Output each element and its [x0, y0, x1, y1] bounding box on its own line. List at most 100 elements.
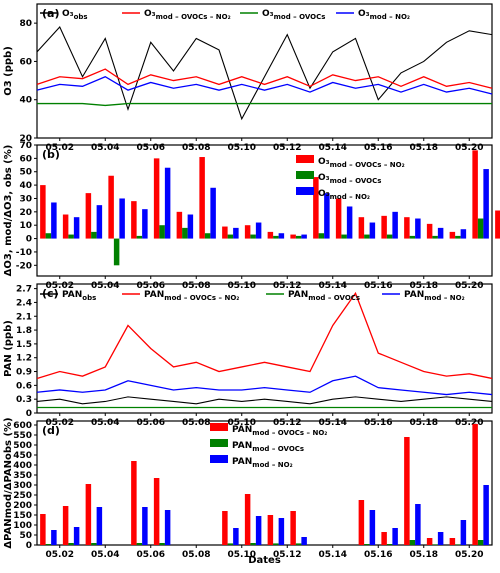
y-tick-label: 200: [13, 501, 32, 511]
x-tick-label: 05.10: [228, 550, 256, 560]
y-tick-label: 600: [13, 421, 32, 431]
x-tick-label: 05.12: [273, 418, 301, 428]
bar-mod_no2: [415, 504, 421, 545]
legend-swatch: [296, 171, 314, 179]
y-tick-label: 500: [13, 441, 32, 451]
panel-label: (d): [42, 424, 60, 437]
bar-mod_ovocs: [45, 233, 52, 239]
bar-mod_ovocs: [318, 233, 325, 239]
y-tick-label: 40: [19, 181, 32, 191]
x-tick-label: 05.18: [410, 143, 438, 153]
legend-label: O₃mod – OVOCs: [318, 173, 381, 185]
x-tick-label: 05.18: [410, 550, 438, 560]
y-tick-label: 0: [26, 541, 32, 551]
bar-mod_no2: [119, 198, 125, 239]
bar-mod_no2: [187, 214, 194, 239]
bar-mod_ovocs: [159, 543, 165, 545]
x-tick-label: 05.02: [46, 418, 74, 428]
bar-mod_ovocs_no2: [335, 198, 342, 239]
y-tick-label: 450: [13, 451, 32, 461]
legend-swatch: [210, 423, 228, 431]
y-tick-label: 2.1: [16, 312, 32, 322]
y-tick-label: 0.6: [16, 381, 32, 391]
y-tick-label: 10: [19, 221, 32, 231]
legend-label: O₃obs: [62, 9, 88, 21]
bar-mod_no2: [278, 233, 285, 239]
bar-mod_no2: [483, 169, 489, 239]
bar-mod_ovocs_no2: [85, 484, 92, 545]
y-tick-label: 0.9: [16, 368, 32, 378]
bar-mod_no2: [142, 209, 148, 239]
series-line-obs: [36, 396, 493, 405]
bar-mod_ovocs: [182, 227, 188, 239]
legend-swatch: [210, 439, 228, 447]
bar-mod_no2: [142, 507, 148, 545]
x-tick-label: 05.02: [46, 550, 74, 560]
bar-mod_no2: [73, 217, 80, 239]
x-axis-label: Dates: [248, 555, 281, 566]
bar-mod_ovocs_no2: [131, 461, 137, 545]
y-tick-label: 20: [19, 134, 32, 144]
bar-mod_ovocs: [273, 543, 279, 545]
bar-mod_ovocs_no2: [313, 177, 319, 239]
bar-mod_ovocs_no2: [472, 150, 478, 239]
bar-mod_ovocs_no2: [222, 226, 228, 239]
bar-mod_no2: [301, 537, 307, 545]
bar-mod_ovocs: [227, 234, 234, 239]
bar-mod_ovocs_no2: [358, 217, 365, 239]
x-tick-label: 05.12: [273, 281, 301, 291]
bar-mod_no2: [96, 507, 103, 545]
bar-mod_ovocs_no2: [290, 511, 296, 545]
bar-mod_ovocs: [386, 234, 393, 239]
y-tick-label: 30: [19, 194, 32, 204]
bar-mod_ovocs_no2: [131, 201, 137, 239]
x-tick-label: 05.10: [228, 418, 256, 428]
bar-mod_ovocs_no2: [404, 217, 410, 239]
bar-mod_ovocs_no2: [244, 494, 251, 545]
bar-mod_ovocs_no2: [495, 210, 500, 239]
x-tick-label: 05.10: [228, 281, 256, 291]
y-tick-label: 80: [19, 19, 32, 29]
bar-mod_no2: [369, 222, 376, 239]
y-tick-label: 1.5: [16, 340, 32, 350]
y-tick-label: -10: [16, 248, 32, 258]
bar-mod_ovocs: [341, 234, 347, 239]
x-tick-label: 05.14: [319, 550, 347, 560]
bar-mod_no2: [73, 527, 80, 545]
panel-c: 05.02 05.04 05.06 05.08 05.10 05.12 05.14 05.16…: [3, 283, 493, 428]
bar-mod_no2: [392, 211, 398, 239]
y-tick-label: 50: [19, 531, 32, 541]
bar-mod_ovocs_no2: [381, 532, 387, 545]
legend-label: PANmod – OVOCs: [232, 441, 304, 453]
bar-mod_ovocs_no2: [404, 437, 410, 545]
y-tick-label: 1.2: [16, 354, 32, 364]
bar-mod_no2: [164, 167, 171, 239]
legend-label: O₃mod – OVOCs – NO₂: [318, 157, 405, 169]
y-tick-label: -20: [16, 261, 32, 271]
legend-swatch: [296, 187, 314, 195]
series-line-mod_ovocs_no2: [36, 68, 493, 89]
x-tick-label: 05.04: [91, 143, 119, 153]
y-tick-label: 0: [26, 409, 32, 419]
bar-mod_ovocs_no2: [108, 175, 114, 239]
bar-mod_ovocs: [477, 540, 484, 545]
legend-swatch: [210, 455, 228, 463]
y-tick-label: 20: [19, 208, 32, 218]
y-tick-label: 2.7: [16, 285, 32, 295]
x-tick-label: 05.02: [46, 281, 74, 291]
legend-label: PANmod – NO₂: [404, 290, 465, 302]
bar-mod_ovocs: [295, 235, 302, 239]
y-tick-label: 60: [19, 57, 32, 67]
legend-label: PANmod – OVOCs: [288, 290, 360, 302]
series-line-mod_ovocs_no2: [36, 291, 493, 380]
bar-mod_ovocs: [409, 540, 416, 545]
bar-mod_ovocs_no2: [244, 225, 251, 239]
bar-mod_ovocs: [273, 235, 279, 239]
bar-mod_ovocs_no2: [426, 223, 433, 239]
x-tick-label: 05.06: [137, 550, 165, 560]
bar-mod_ovocs: [455, 544, 461, 545]
y-tick-label: 50: [19, 168, 32, 178]
y-tick-label: 300: [13, 481, 32, 491]
x-tick-label: 05.14: [319, 143, 347, 153]
